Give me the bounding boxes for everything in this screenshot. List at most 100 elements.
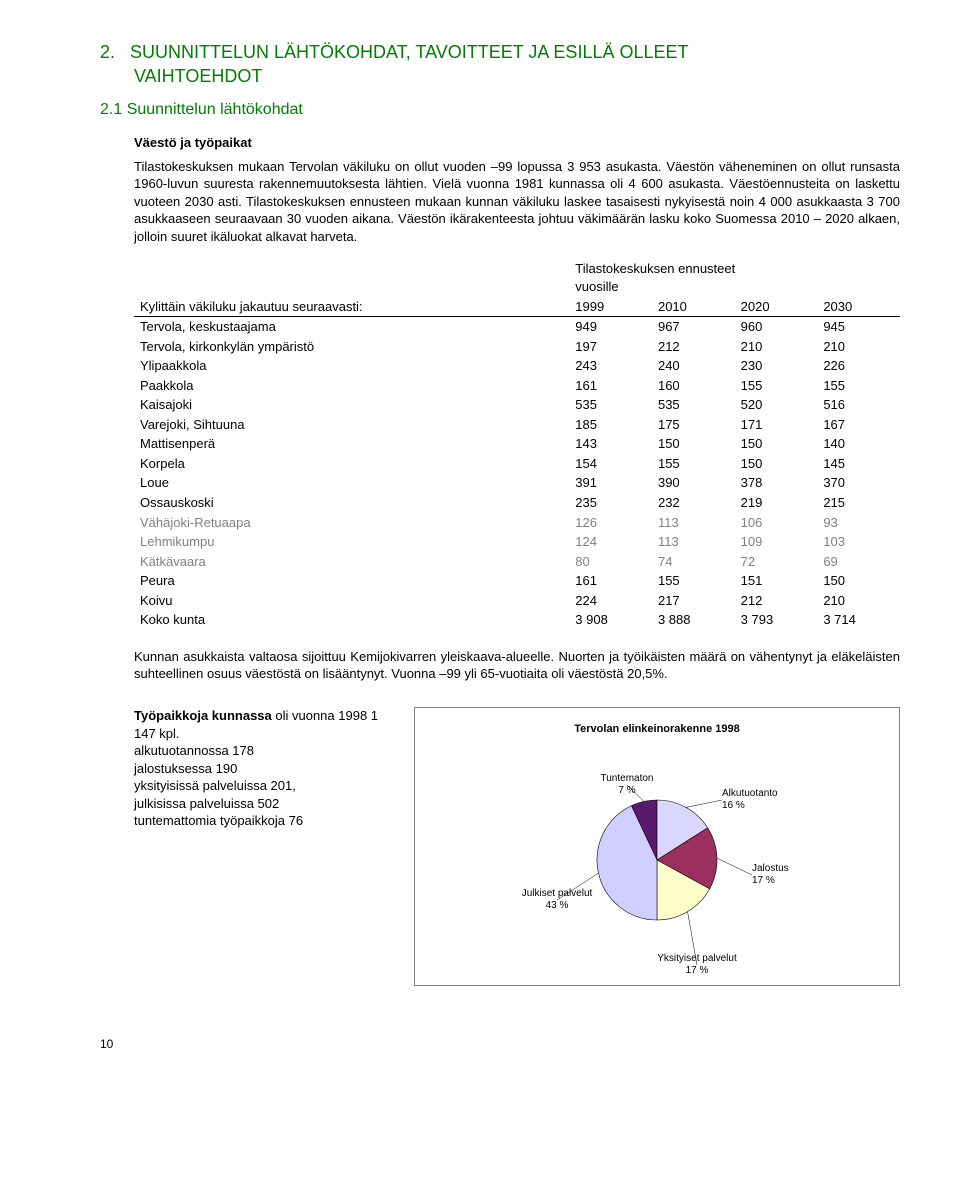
row-name: Koko kunta [134, 610, 569, 630]
pie-label-pct: 17 % [686, 965, 709, 976]
table-caption-right-2: vuosille [575, 279, 618, 294]
pie-label: Jalostus [752, 863, 789, 874]
row-value: 126 [569, 513, 652, 533]
table-row: Varejoki, Sihtuuna185175171167 [134, 415, 900, 435]
row-value: 155 [817, 376, 900, 396]
row-value: 212 [652, 337, 735, 357]
year-col-1: 2010 [652, 297, 735, 317]
pie-label: Alkutuotanto [722, 788, 778, 799]
row-value: 175 [652, 415, 735, 435]
row-value: 154 [569, 454, 652, 474]
row-name: Peura [134, 571, 569, 591]
row-value: 215 [817, 493, 900, 513]
year-col-2: 2020 [735, 297, 818, 317]
row-name: Koivu [134, 591, 569, 611]
row-value: 113 [652, 532, 735, 552]
table-row: Lehmikumpu124113109103 [134, 532, 900, 552]
chart-title: Tervolan elinkeinorakenne 1998 [425, 722, 889, 737]
pie-label-pct: 16 % [722, 800, 745, 811]
pie-label-pct: 43 % [546, 900, 569, 911]
table-row: Ossauskoski235232219215 [134, 493, 900, 513]
row-value: 516 [817, 395, 900, 415]
row-value: 150 [817, 571, 900, 591]
row-value: 945 [817, 317, 900, 337]
row-name: Lehmikumpu [134, 532, 569, 552]
row-value: 150 [735, 434, 818, 454]
row-name: Ossauskoski [134, 493, 569, 513]
row-name: Vähäjoki-Retuaapa [134, 513, 569, 533]
row-value: 167 [817, 415, 900, 435]
workplace-l4: yksityisissä palveluissa 201, [134, 778, 296, 793]
row-name: Kaisajoki [134, 395, 569, 415]
pie-label: Julkiset palvelut [522, 888, 593, 899]
row-name: Mattisenperä [134, 434, 569, 454]
row-value: 150 [735, 454, 818, 474]
row-name: Ylipaakkola [134, 356, 569, 376]
table-row: Loue391390378370 [134, 473, 900, 493]
row-value: 69 [817, 552, 900, 572]
row-value: 3 888 [652, 610, 735, 630]
workplace-l5: julkisissa palveluissa 502 [134, 796, 279, 811]
row-value: 3 793 [735, 610, 818, 630]
row-name: Paakkola [134, 376, 569, 396]
page-number: 10 [100, 1036, 900, 1052]
heading-3: 2.1 Suunnittelun lähtökohdat [100, 99, 900, 121]
row-value: 391 [569, 473, 652, 493]
table-row: Koko kunta3 9083 8883 7933 714 [134, 610, 900, 630]
pie-chart-box: Tervolan elinkeinorakenne 1998 Tuntemato… [414, 707, 900, 986]
row-value: 143 [569, 434, 652, 454]
workplace-bold: Työpaikkoja kunnassa [134, 708, 272, 723]
row-value: 520 [735, 395, 818, 415]
pie-label: Tuntematon [601, 773, 654, 784]
row-value: 93 [817, 513, 900, 533]
h2-number: 2. [100, 42, 115, 62]
row-value: 226 [817, 356, 900, 376]
row-value: 103 [817, 532, 900, 552]
row-value: 151 [735, 571, 818, 591]
row-value: 210 [817, 337, 900, 357]
row-value: 219 [735, 493, 818, 513]
row-value: 106 [735, 513, 818, 533]
year-col-3: 2030 [817, 297, 900, 317]
row-value: 72 [735, 552, 818, 572]
table-row: Kaisajoki535535520516 [134, 395, 900, 415]
row-name: Tervola, kirkonkylän ympäristö [134, 337, 569, 357]
row-value: 232 [652, 493, 735, 513]
table-row: Ylipaakkola243240230226 [134, 356, 900, 376]
table-row: Korpela154155150145 [134, 454, 900, 474]
row-value: 217 [652, 591, 735, 611]
row-name: Loue [134, 473, 569, 493]
row-value: 80 [569, 552, 652, 572]
row-value: 243 [569, 356, 652, 376]
table-row: Peura161155151150 [134, 571, 900, 591]
table-row: Mattisenperä143150150140 [134, 434, 900, 454]
row-value: 171 [735, 415, 818, 435]
row-name: Korpela [134, 454, 569, 474]
row-value: 535 [569, 395, 652, 415]
population-table: Tilastokeskuksen ennusteet vuosille Kyli… [134, 259, 900, 629]
table-caption-right-1: Tilastokeskuksen ennusteet [575, 261, 735, 276]
table-caption-left: Kylittäin väkiluku jakautuu seuraavasti: [134, 297, 569, 317]
table-row: Tervola, keskustaajama949967960945 [134, 317, 900, 337]
row-value: 197 [569, 337, 652, 357]
row-value: 124 [569, 532, 652, 552]
workplace-l6: tuntemattomia työpaikkoja 76 [134, 813, 303, 828]
heading-4: Väestö ja työpaikat [134, 134, 900, 152]
paragraph-2: Kunnan asukkaista valtaosa sijoittuu Kem… [134, 648, 900, 683]
row-value: 145 [817, 454, 900, 474]
workplace-text: Työpaikkoja kunnassa oli vuonna 1998 1 1… [134, 707, 394, 830]
table-row: Tervola, kirkonkylän ympäristö1972122102… [134, 337, 900, 357]
table-row: Vähäjoki-Retuaapa12611310693 [134, 513, 900, 533]
table-header-row: Kylittäin väkiluku jakautuu seuraavasti:… [134, 297, 900, 317]
row-value: 210 [817, 591, 900, 611]
row-value: 74 [652, 552, 735, 572]
row-value: 370 [817, 473, 900, 493]
row-value: 160 [652, 376, 735, 396]
row-value: 235 [569, 493, 652, 513]
pie-label-pct: 17 % [752, 875, 775, 886]
pie-label: Yksityiset palvelut [657, 953, 737, 964]
heading-2: 2. SUUNNITTELUN LÄHTÖKOHDAT, TAVOITTEET … [100, 40, 900, 89]
row-value: 155 [652, 454, 735, 474]
paragraph-1: Tilastokeskuksen mukaan Tervolan väkiluk… [134, 158, 900, 246]
row-name: Kätkävaara [134, 552, 569, 572]
